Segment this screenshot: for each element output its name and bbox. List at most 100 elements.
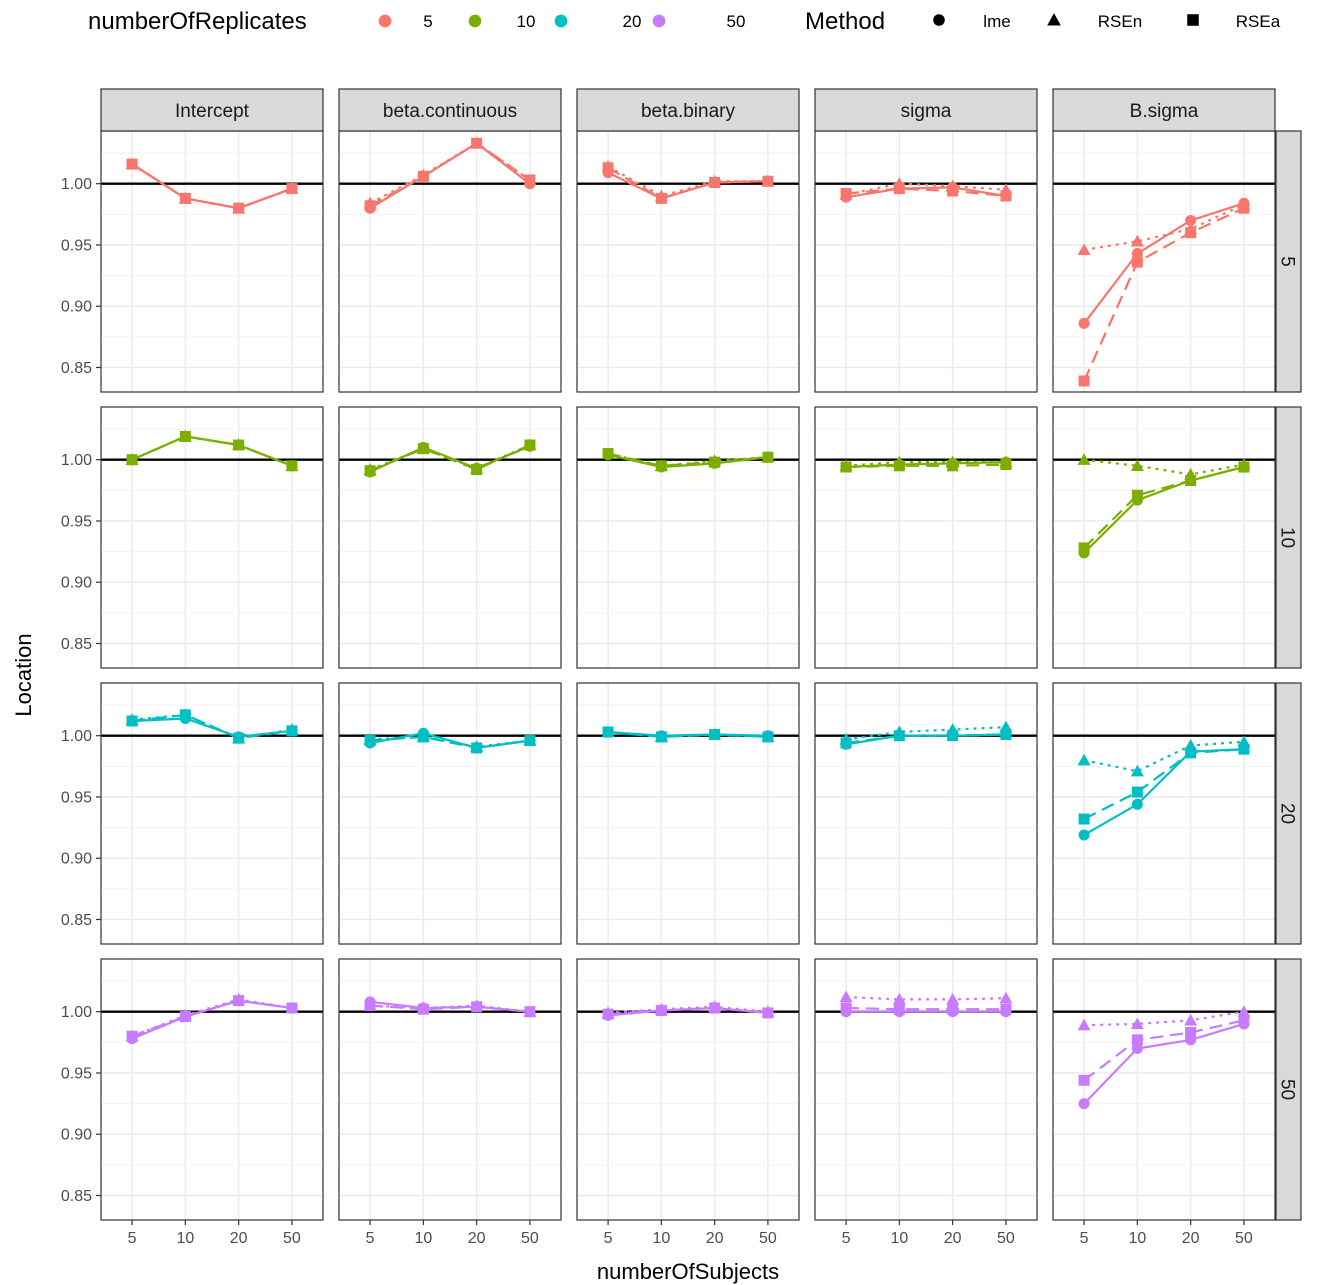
series-line-lme (1083, 465, 1245, 554)
point-RSEa-20 (947, 1003, 959, 1015)
panel-background (101, 131, 323, 392)
column-strip-label-Intercept: Intercept (175, 101, 250, 122)
series-line-RSEn (608, 1005, 769, 1014)
y-tick-label: 1.00 (61, 1004, 92, 1021)
series-line-RSEn (1083, 458, 1245, 476)
series-line-RSEn (846, 995, 1006, 1001)
point-RSEa-50 (1000, 1003, 1012, 1015)
panel-10-beta.continuous (338, 406, 562, 669)
y-axes: 0.85 0.90 0.95 1.00 0.85 0.90 0.95 1.00 0.85 0.90… (61, 176, 101, 1205)
column-strip-label-beta.binary: beta.binary (641, 101, 736, 122)
point-RSEa-50 (1238, 461, 1250, 473)
legend: numberOfReplicates 5 10 20 50 Method lme RSE… (88, 8, 1281, 35)
legend-color-label-50: 50 (727, 12, 746, 31)
panel-border (576, 682, 800, 945)
legend-shape-label-RSEn: RSEn (1098, 12, 1142, 31)
row-strip-background (1275, 406, 1302, 669)
series-line-RSEa (1083, 465, 1245, 549)
panel-background (101, 407, 323, 668)
panel-50-beta.continuous (338, 958, 562, 1221)
x-axis-title: numberOfSubjects (597, 1259, 779, 1284)
column-strip-background (814, 88, 1038, 132)
point-lme-10 (1131, 798, 1143, 810)
legend-color-label-10: 10 (517, 12, 536, 31)
series-line-lme (1083, 202, 1245, 325)
column-strip-label-B.sigma: B.sigma (1130, 101, 1199, 122)
series-line-RSEa (845, 187, 1007, 197)
row-strip-background (1275, 682, 1302, 945)
point-RSEa-5 (602, 162, 614, 174)
series-line-RSEa (608, 1006, 769, 1016)
x-axes: 5 10 20 50 5 10 20 50 5 10 20 50 5 10 20 50 5 10 20 50 (128, 1220, 1253, 1247)
column-strip-label-beta.continuous: beta.continuous (383, 101, 517, 122)
legend-color-label-5: 5 (423, 12, 432, 31)
y-axis-title: Location (11, 633, 36, 716)
x-tick-label: 5 (128, 1230, 137, 1247)
point-RSEa-50 (286, 183, 298, 195)
panel-border (100, 682, 324, 945)
point-RSEa-50 (762, 1007, 774, 1019)
point-RSEa-5 (602, 1008, 614, 1020)
legend-color-key-10 (468, 14, 482, 28)
legend-shape-title: Method (805, 8, 885, 35)
point-RSEa-20 (471, 742, 483, 754)
point-RSEn-20 (1184, 1013, 1198, 1026)
point-RSEa-10 (1131, 256, 1143, 268)
point-RSEn-10 (1130, 764, 1144, 777)
series-line-RSEa (845, 733, 1006, 745)
point-RSEa-10 (893, 460, 905, 472)
series-line-RSEn (607, 165, 768, 198)
legend-color-title: numberOfReplicates (88, 8, 307, 35)
row-strip-label-5: 5 (1277, 256, 1298, 267)
legend-shape-items: lme RSEn RSEa (933, 12, 1281, 31)
point-RSEa-10 (417, 170, 429, 182)
panel-border (1052, 682, 1276, 945)
panel-background (1053, 683, 1275, 944)
point-RSEa-50 (1238, 202, 1250, 214)
row-strip-label-20: 20 (1277, 803, 1298, 824)
x-tick-label: 50 (759, 1230, 777, 1247)
x-tick-label: 5 (366, 1230, 375, 1247)
legend-shape-label-lme: lme (983, 12, 1010, 31)
x-tick-label: 20 (1182, 1230, 1200, 1247)
point-RSEn-10 (1130, 459, 1144, 472)
row-strip-background (1275, 958, 1302, 1221)
legend-shape-key-lme (933, 14, 945, 26)
panel-50-beta.binary (576, 958, 800, 1221)
y-tick-label: 1.00 (61, 728, 92, 745)
legend-shape-key-RSEn (1047, 13, 1061, 26)
point-RSEa-5 (126, 715, 138, 727)
point-RSEa-5 (1078, 542, 1090, 554)
x-tick-label: 10 (1128, 1230, 1146, 1247)
point-RSEa-10 (179, 709, 191, 721)
x-tick-label: 5 (842, 1230, 851, 1247)
facet-panels (100, 130, 1276, 1221)
series-line-lme (607, 453, 769, 469)
point-RSEa-10 (893, 183, 905, 195)
panel-5-B.sigma (1052, 130, 1276, 393)
point-RSEn-5 (1077, 1018, 1091, 1031)
point-lme-10 (1131, 1042, 1143, 1054)
panel-50-B.sigma (1052, 958, 1276, 1221)
panel-border (1052, 406, 1276, 669)
legend-color-key-5 (378, 14, 392, 28)
row-strip-label-50: 50 (1277, 1079, 1298, 1100)
point-RSEa-10 (179, 1011, 191, 1023)
point-RSEa-20 (709, 176, 721, 188)
legend-shape-label-RSEa: RSEa (1236, 12, 1281, 31)
point-RSEa-5 (840, 187, 852, 199)
panel-5-sigma (814, 130, 1038, 393)
panel-20-B.sigma (1052, 682, 1276, 945)
panel-20-beta.continuous (338, 682, 562, 945)
series-line-RSEn (369, 141, 531, 205)
point-RSEa-5 (364, 200, 376, 212)
series-line-RSEa (131, 999, 293, 1038)
x-tick-label: 20 (944, 1230, 962, 1247)
point-RSEn-5 (1077, 453, 1091, 465)
panel-border (576, 406, 800, 669)
point-RSEa-5 (840, 1002, 852, 1014)
x-tick-label: 20 (706, 1230, 724, 1247)
panel-border (338, 682, 562, 945)
panel-border (100, 406, 324, 669)
y-tick-label: 0.90 (61, 575, 92, 592)
